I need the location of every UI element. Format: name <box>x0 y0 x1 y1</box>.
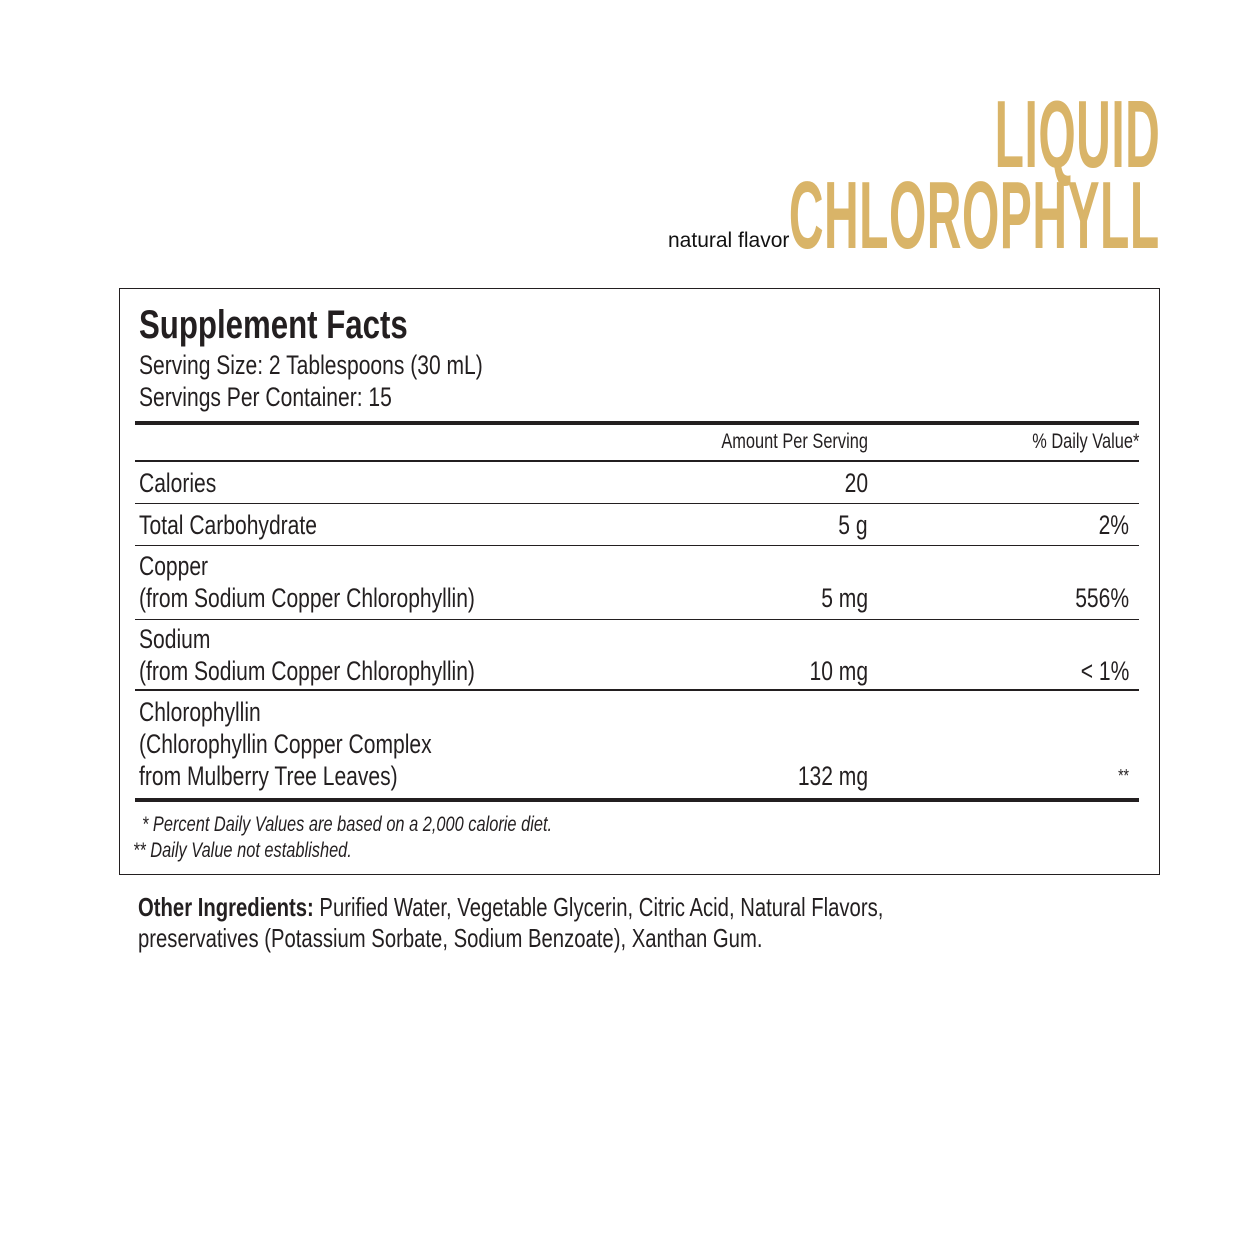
other-ingredients-line2: preservatives (Potassium Sorbate, Sodium… <box>138 923 763 953</box>
row-amount: 5 g <box>838 510 868 540</box>
footnote-dv: * Percent Daily Values are based on a 2,… <box>142 813 553 836</box>
row-name: Copper <box>139 551 209 581</box>
divider <box>135 619 1139 620</box>
supplement-facts-panel <box>119 288 1160 875</box>
row-sub: from Mulberry Tree Leaves) <box>139 761 398 791</box>
divider-thick <box>135 798 1139 802</box>
col-dv-header: % Daily Value* <box>1031 430 1139 453</box>
product-title-line2: CHLOROPHYLL <box>789 162 1160 269</box>
row-amount: 5 mg <box>821 583 868 613</box>
row-dv: 2% <box>1098 510 1129 540</box>
divider <box>135 545 1139 546</box>
row-name: Total Carbohydrate <box>139 510 317 540</box>
row-amount: 132 mg <box>797 761 868 791</box>
row-dv: 556% <box>1075 583 1129 613</box>
flavor-label: natural flavor <box>668 229 790 252</box>
row-name: Chlorophyllin <box>139 697 261 727</box>
other-ingredients-text: Purified Water, Vegetable Glycerin, Citr… <box>319 892 884 922</box>
row-amount: 20 <box>844 468 868 498</box>
row-dv: ** <box>1118 766 1129 786</box>
row-sub: (from Sodium Copper Chlorophyllin) <box>139 583 475 613</box>
divider <box>135 460 1139 462</box>
row-amount: 10 mg <box>809 656 868 686</box>
row-dv: < 1% <box>1080 656 1129 686</box>
serving-size: Serving Size: 2 Tablespoons (30 mL) <box>139 350 483 380</box>
servings-per-container: Servings Per Container: 15 <box>139 382 392 412</box>
row-sub: (Chlorophyllin Copper Complex <box>139 729 432 759</box>
row-name: Calories <box>139 468 217 498</box>
other-ingredients-label: Other Ingredients: <box>138 892 314 922</box>
product-title-line1: LIQUID <box>994 81 1160 188</box>
other-ingredients-line1: Other Ingredients: Purified Water, Veget… <box>138 891 883 923</box>
row-name: Sodium <box>139 624 211 654</box>
divider <box>135 503 1139 504</box>
divider-thick <box>135 421 1139 425</box>
col-amount-header: Amount Per Serving <box>721 430 868 453</box>
row-sub: (from Sodium Copper Chlorophyllin) <box>139 656 475 686</box>
footnote-not-established: ** Daily Value not established. <box>133 839 352 862</box>
divider <box>135 689 1139 691</box>
facts-title: Supplement Facts <box>139 303 408 347</box>
